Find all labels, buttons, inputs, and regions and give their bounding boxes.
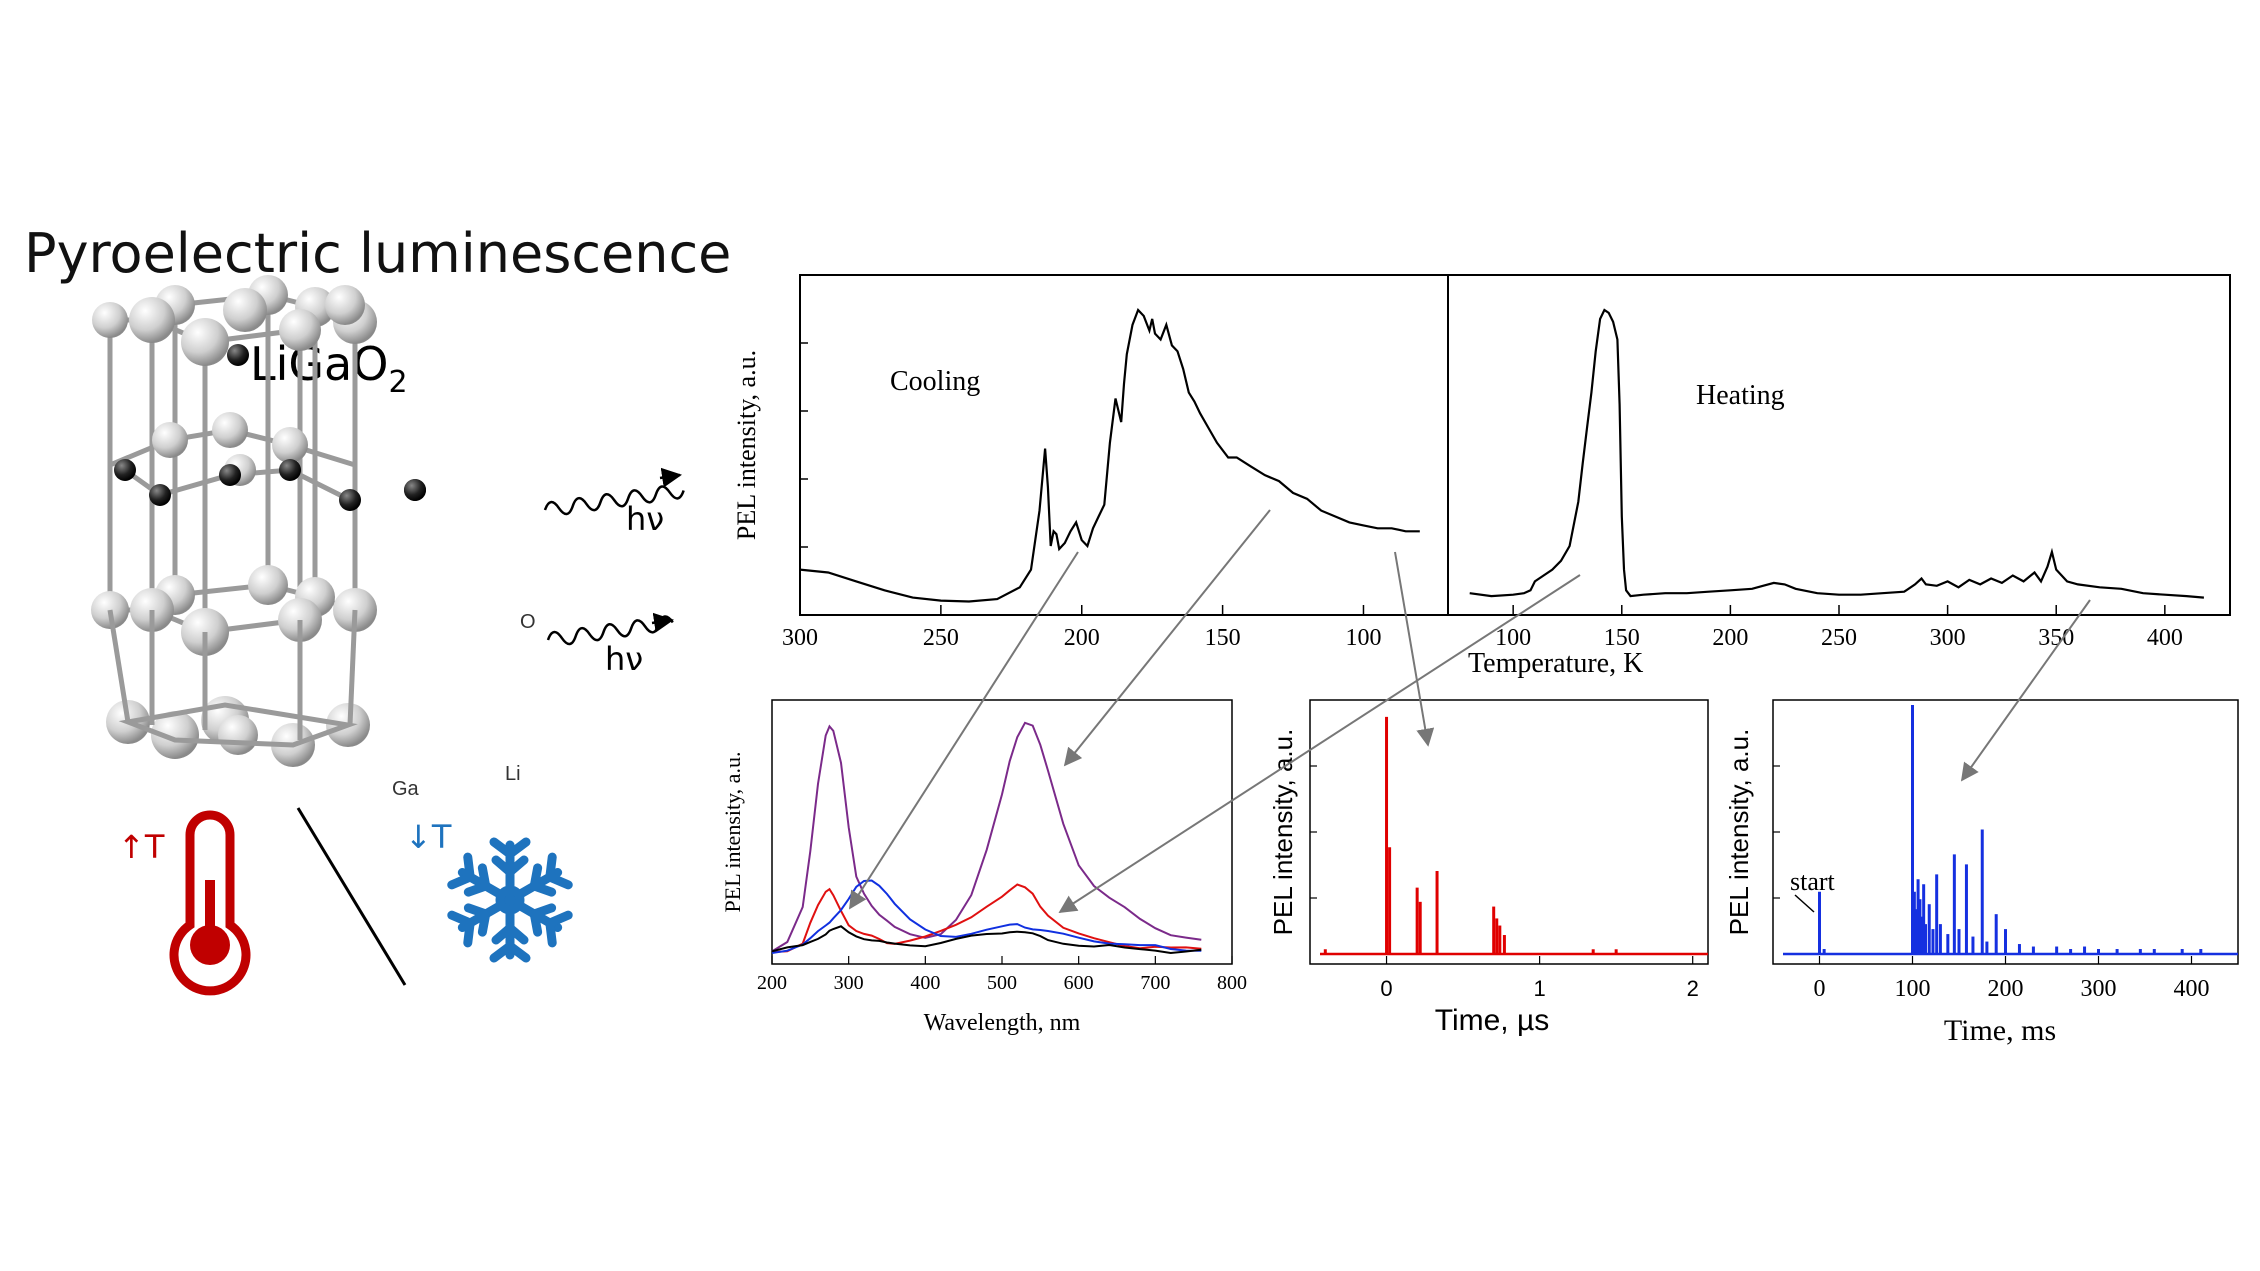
atom-label-o: O [520,611,536,633]
arrow-cooling-to-purple-spectrum [1063,509,1271,767]
time-us-bars [1320,716,1708,956]
temperature-xtick-label-1-4: 300 [1930,625,1966,651]
spectra-xtick-label-1: 300 [834,972,864,994]
temperature-xtick-label-0-3: 150 [1205,625,1241,651]
spectra-xtick-label-0: 200 [757,972,787,994]
time-ms-xtick-label-3: 300 [2081,976,2117,1002]
spectra-xtick-label-6: 800 [1217,972,1247,994]
spectra-series-group [771,721,1202,955]
time-us-xtick-label-0: 0 [1380,976,1392,1001]
atom-label-ga: Ga [392,778,420,800]
cooling-label: Cooling [890,366,980,397]
spectra-xtick-label-2: 400 [910,972,940,994]
temperature-xtick-label-0-1: 250 [923,625,959,651]
spectra-xtick-label-4: 600 [1064,972,1094,994]
time-ms-xlabel: Time, ms [1944,1014,2056,1047]
arrow-cooling-to-us-trace [1394,551,1435,747]
spectra-xtick-label-5: 700 [1140,972,1170,994]
time-ms-xtick-label-2: 200 [1988,976,2024,1002]
photon-label-upper: hν [626,500,664,538]
snowflake-icon [452,837,568,958]
cooling-series-line [799,307,1420,603]
time-ms-chart-frame [1772,699,2239,965]
temperature-chart-frame [799,274,2231,616]
time-us-xlabel: Time, µs [1435,1004,1550,1037]
start-annotation-line [1794,894,1815,913]
time-ms-chart-ticks: 0 100 200 300 400 [1773,765,2210,1002]
time-ms-xtick-label-0: 0 [1814,976,1826,1002]
photon-wave-upper: hν [543,467,685,538]
spectra-series-line-2 [771,879,1202,954]
temperature-xtick-label-1-3: 250 [1821,625,1857,651]
heating-label: Heating [1696,380,1785,411]
heat-label: ↑T [118,828,165,866]
arrow-heating-to-spectrum [1058,574,1581,913]
arrow-heating-to-ms-trace [1960,599,2091,782]
spectra-chart: 200 300 400 500 600 700 800 Wavelength, nm PEL… [720,699,1247,1036]
start-annotation: start [1790,867,1836,896]
temperature-xtick-label-0-0: 300 [782,625,818,651]
photon-label-lower: hν [605,640,643,678]
temperature-xtick-label-0-4: 100 [1345,625,1381,651]
time-us-xtick-label-1: 1 [1533,976,1545,1001]
connector-arrows [849,509,2091,913]
time-us-ylabel: PEL intensity, a.u. [1268,729,1298,936]
temperature-chart-xticks: 300 250 200 150 100 100 150 200 250 300 350 400 [782,605,2183,651]
spectra-xtick-label-3: 500 [987,972,1017,994]
time-ms-xtick-label-4: 400 [2174,976,2210,1002]
spectra-series-line-1 [771,883,1202,954]
spectra-series-line-3 [771,925,1202,955]
temperature-xtick-label-1-6: 400 [2147,625,2183,651]
atoms-light [91,275,377,767]
time-us-chart: 0 1 2 Time, µs PEL intensity, a.u. [1268,699,1709,1037]
heating-series-line [1469,308,2204,599]
divider-line [296,807,407,986]
thermometer-icon [169,810,251,996]
oxygen-atom [404,479,426,501]
formula-label: LiGaO2 [250,337,408,400]
spectra-chart-ticks: 200 300 400 500 600 700 800 [757,956,1247,994]
time-us-chart-frame [1309,699,1709,965]
spectra-series-line-0 [771,721,1202,953]
photon-wave-lower: hν [546,612,674,678]
page-title: Pyroelectric luminescence [24,222,732,285]
temperature-xtick-label-1-2: 200 [1712,625,1748,651]
cool-label: ↓T [405,818,452,856]
crystal-structure: LiGaO2 [91,275,685,996]
temperature-chart-yticks [800,342,808,548]
temperature-xtick-label-1-0: 100 [1495,625,1531,651]
time-ms-bars [1783,705,2238,956]
time-ms-chart: 0 100 200 300 400 start Time, ms PEL intensi… [1724,699,2239,1047]
time-us-chart-ticks: 0 1 2 [1310,765,1699,1001]
atom-label-li: Li [505,763,521,785]
spectra-ylabel: PEL intensity, a.u. [720,752,745,913]
spectra-xlabel: Wavelength, nm [924,1010,1081,1036]
time-ms-ylabel: PEL intensity, a.u. [1724,729,1754,936]
temperature-xlabel: Temperature, K [1468,648,1643,679]
temperature-ylabel: PEL intensity, a.u. [732,350,761,540]
time-us-xtick-label-2: 2 [1687,976,1699,1001]
spectra-chart-frame [771,699,1233,965]
lower-bonds [107,609,358,748]
temperature-xtick-label-1-1: 150 [1604,625,1640,651]
temperature-xtick-label-0-2: 200 [1064,625,1100,651]
time-ms-xtick-label-1: 100 [1895,976,1931,1002]
temperature-chart: 300 250 200 150 100 100 150 200 250 300 350 400 Coo… [732,274,2231,679]
arrow-cooling-to-red-spectrum [849,551,1079,910]
